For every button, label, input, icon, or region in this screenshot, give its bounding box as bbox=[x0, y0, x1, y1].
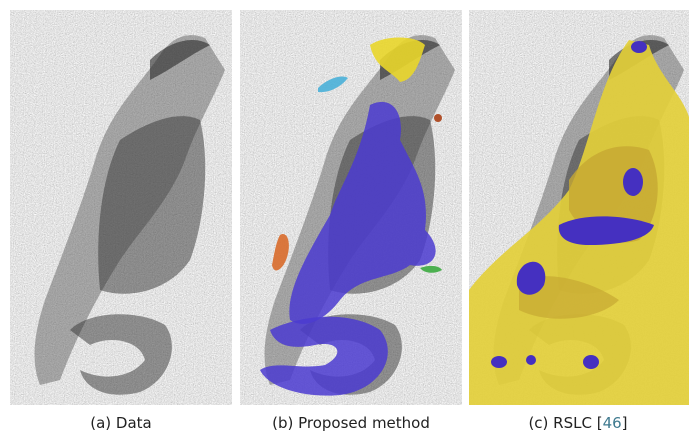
citation-link[interactable]: 46 bbox=[603, 414, 622, 432]
caption-text: (c) RSLC [ bbox=[528, 414, 602, 432]
segment-region bbox=[434, 114, 442, 122]
segment-region bbox=[631, 41, 647, 53]
panel-b-image bbox=[240, 10, 462, 405]
panel-a-image bbox=[10, 10, 232, 405]
segment-region bbox=[526, 355, 536, 365]
caption-text: (a) Data bbox=[90, 414, 151, 432]
segment-region bbox=[623, 168, 643, 196]
caption-text: (b) Proposed method bbox=[272, 414, 430, 432]
segment-region bbox=[491, 356, 507, 368]
caption: (c) RSLC [46] bbox=[528, 414, 627, 432]
caption: (a) Data bbox=[90, 414, 151, 432]
caption: (b) Proposed method bbox=[272, 414, 430, 432]
figure: (a) Data (b) Proposed method (c) RSLC [4… bbox=[0, 0, 689, 438]
panel-c-image bbox=[469, 10, 689, 405]
segment-region bbox=[583, 355, 599, 369]
caption-text: ] bbox=[622, 414, 628, 432]
